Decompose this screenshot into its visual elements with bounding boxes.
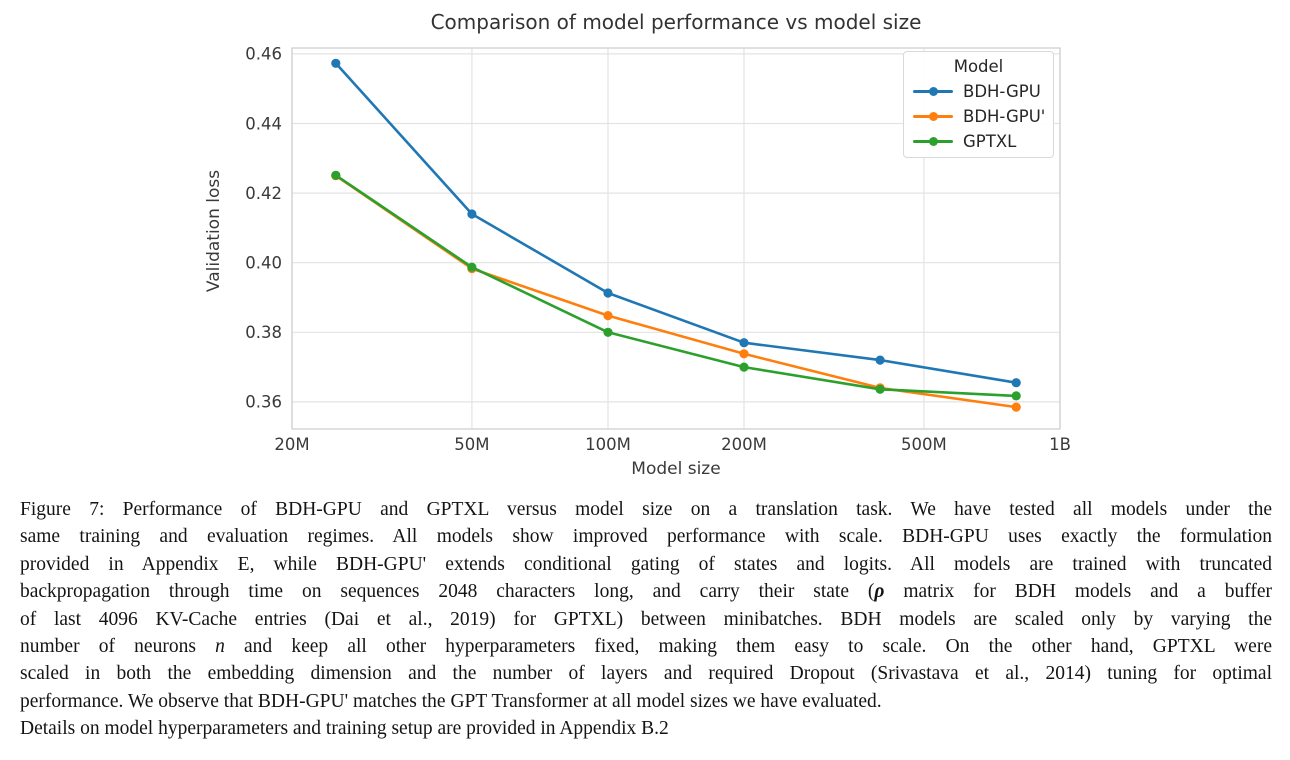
figure-caption-line: backpropagation through time on sequence… — [20, 581, 1272, 603]
data-point — [1011, 378, 1021, 388]
legend-item-gptxl: GPTXL — [904, 129, 1053, 154]
legend-marker-icon — [913, 112, 953, 122]
data-point — [1011, 402, 1021, 412]
x-tick-labels: 20M 50M 100M 200M 500M 1B — [274, 435, 1071, 454]
x-axis-label: Model size — [631, 459, 721, 479]
figure-caption-line: provided in Appendix E, while BDH-GPU' e… — [20, 553, 1272, 575]
plot-border — [291, 47, 1061, 430]
series-0 — [331, 58, 1021, 388]
data-point — [603, 327, 613, 337]
svg-text:0.46: 0.46 — [245, 45, 282, 64]
model-performance-chart: 20M 50M 100M 200M 500M 1B 0.46 0.44 0.42 0.40 0.38… — [204, 10, 1071, 479]
data-point — [875, 355, 885, 365]
legend-item-bdh-gpu: BDH-GPU — [904, 79, 1053, 104]
chart-plot-svg: 20M 50M 100M 200M 500M 1B 0.46 0.44 0.42 0.40 0.38… — [245, 45, 1071, 454]
data-point — [603, 288, 613, 298]
svg-text:0.42: 0.42 — [245, 184, 282, 203]
svg-text:500M: 500M — [901, 435, 947, 454]
legend-marker-icon — [913, 137, 953, 147]
data-point — [467, 209, 477, 219]
chart-legend: Model BDH-GPU BDH-GPU' GPTXL — [903, 51, 1054, 158]
figure-caption-line: of last 4096 KV-Cache entries (Dai et al… — [20, 608, 1272, 630]
data-point — [739, 362, 749, 372]
figure-caption-line: same training and evaluation regimes. Al… — [20, 526, 1272, 548]
svg-text:0.36: 0.36 — [245, 393, 282, 412]
legend-item-bdh-gpu-prime: BDH-GPU' — [904, 104, 1053, 129]
data-point — [739, 338, 749, 348]
data-point — [739, 349, 749, 359]
n-variable: n — [215, 636, 225, 658]
legend-marker-icon — [913, 87, 953, 97]
data-point — [875, 384, 885, 394]
figure-caption-line: scaled in both the embedding dimension a… — [20, 663, 1272, 685]
figure-caption-line: performance. We observe that BDH-GPU' ma… — [20, 690, 882, 712]
figure-caption-line: number of neurons n and keep all other h… — [20, 636, 1272, 658]
legend-label: BDH-GPU — [963, 82, 1041, 101]
rho-symbol: ρ — [874, 581, 885, 603]
data-point — [331, 58, 341, 68]
svg-text:1B: 1B — [1049, 435, 1071, 454]
figure-caption: Figure 7: Performance of BDH-GPU and GPT… — [20, 496, 1272, 743]
data-point — [331, 170, 341, 180]
legend-label: BDH-GPU' — [963, 107, 1046, 126]
series-1 — [331, 171, 1021, 412]
svg-text:20M: 20M — [274, 435, 309, 454]
svg-text:0.44: 0.44 — [245, 114, 282, 133]
figure-caption-line: Figure 7: Performance of BDH-GPU and GPT… — [20, 499, 1272, 520]
legend-label: GPTXL — [963, 132, 1017, 151]
legend-title: Model — [953, 57, 1004, 76]
svg-text:50M: 50M — [454, 435, 489, 454]
svg-text:100M: 100M — [585, 435, 631, 454]
data-point — [1011, 391, 1021, 401]
figure-caption-line: Details on model hyperparameters and tra… — [20, 718, 669, 740]
svg-text:200M: 200M — [721, 435, 767, 454]
series-2 — [331, 170, 1021, 401]
svg-text:0.40: 0.40 — [245, 254, 282, 273]
svg-text:0.38: 0.38 — [245, 323, 282, 342]
y-tick-labels: 0.46 0.44 0.42 0.40 0.38 0.36 — [245, 45, 282, 412]
data-point — [467, 262, 477, 272]
data-point — [603, 311, 613, 321]
chart-title: Comparison of model performance vs model… — [430, 10, 922, 34]
